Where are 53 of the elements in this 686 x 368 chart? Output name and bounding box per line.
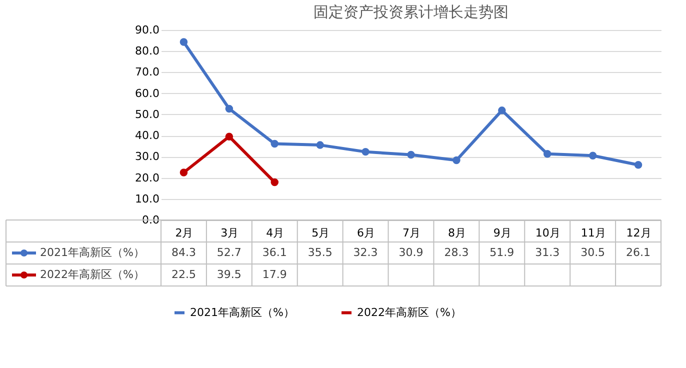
x-tick-label: 7月: [402, 226, 420, 240]
y-tick-label: 20.0: [135, 171, 160, 184]
data-label: 52.7: [216, 246, 242, 259]
point: [407, 150, 415, 159]
x-tick-label: 5月: [312, 226, 330, 240]
y-tick-label: 80.0: [135, 44, 160, 58]
text: 2021年高新区（%）: [190, 306, 294, 319]
point: [543, 150, 552, 158]
point: [634, 161, 642, 169]
y-tick-label: 70.0: [135, 66, 160, 79]
data-label: 35.5: [308, 246, 332, 259]
point: [452, 156, 460, 164]
data-label: 30.5: [580, 246, 606, 259]
data-label: 30.9: [398, 246, 424, 259]
data-label: 26.1: [626, 246, 651, 259]
x-tick-label: 9月: [493, 226, 512, 240]
point: [225, 104, 234, 113]
data-label: 39.5: [216, 268, 242, 281]
x-tick-label: 10月: [535, 226, 560, 240]
y-tick-label: 90.0: [135, 24, 160, 36]
chart-title: 固定资产投资累计增长走势图: [314, 3, 508, 21]
point: [270, 140, 279, 148]
x-tick-label: 4月: [266, 226, 284, 240]
x-tick-label: 3月: [220, 226, 239, 240]
text: 2022年高新区（%）: [357, 306, 462, 319]
y-tick-label: 30.0: [135, 150, 160, 164]
point: [180, 168, 188, 176]
point: [180, 38, 188, 46]
point: [316, 141, 324, 149]
y-tick-label: 50.0: [135, 108, 160, 121]
data-label: 36.1: [262, 246, 287, 259]
data-label: 17.9: [262, 268, 287, 281]
x-tick-label: 12月: [626, 226, 652, 240]
point: [588, 152, 597, 160]
legend-label: 2022年高新区（%）: [40, 268, 144, 281]
data-label: 31.3: [535, 246, 560, 259]
data-label: 84.3: [171, 246, 196, 259]
point: [498, 106, 506, 114]
y-tick-label: 10.0: [135, 192, 160, 206]
point: [270, 178, 279, 186]
x-tick-label: 8月: [448, 226, 466, 240]
data-label: 32.3: [353, 246, 378, 259]
data-label: 22.5: [171, 268, 196, 281]
y-tick-label: 40.0: [135, 129, 160, 142]
x-tick-label: 11月: [580, 226, 606, 240]
point: [362, 148, 370, 156]
data-label: 28.3: [444, 246, 469, 259]
legend-label: 2021年高新区（%）: [40, 246, 144, 259]
x-tick-label: 2月: [175, 226, 194, 240]
data-label: 51.9: [490, 246, 514, 259]
x-tick-label: 6月: [357, 226, 376, 240]
y-tick-label: 60.0: [135, 86, 160, 100]
point: [225, 132, 234, 140]
